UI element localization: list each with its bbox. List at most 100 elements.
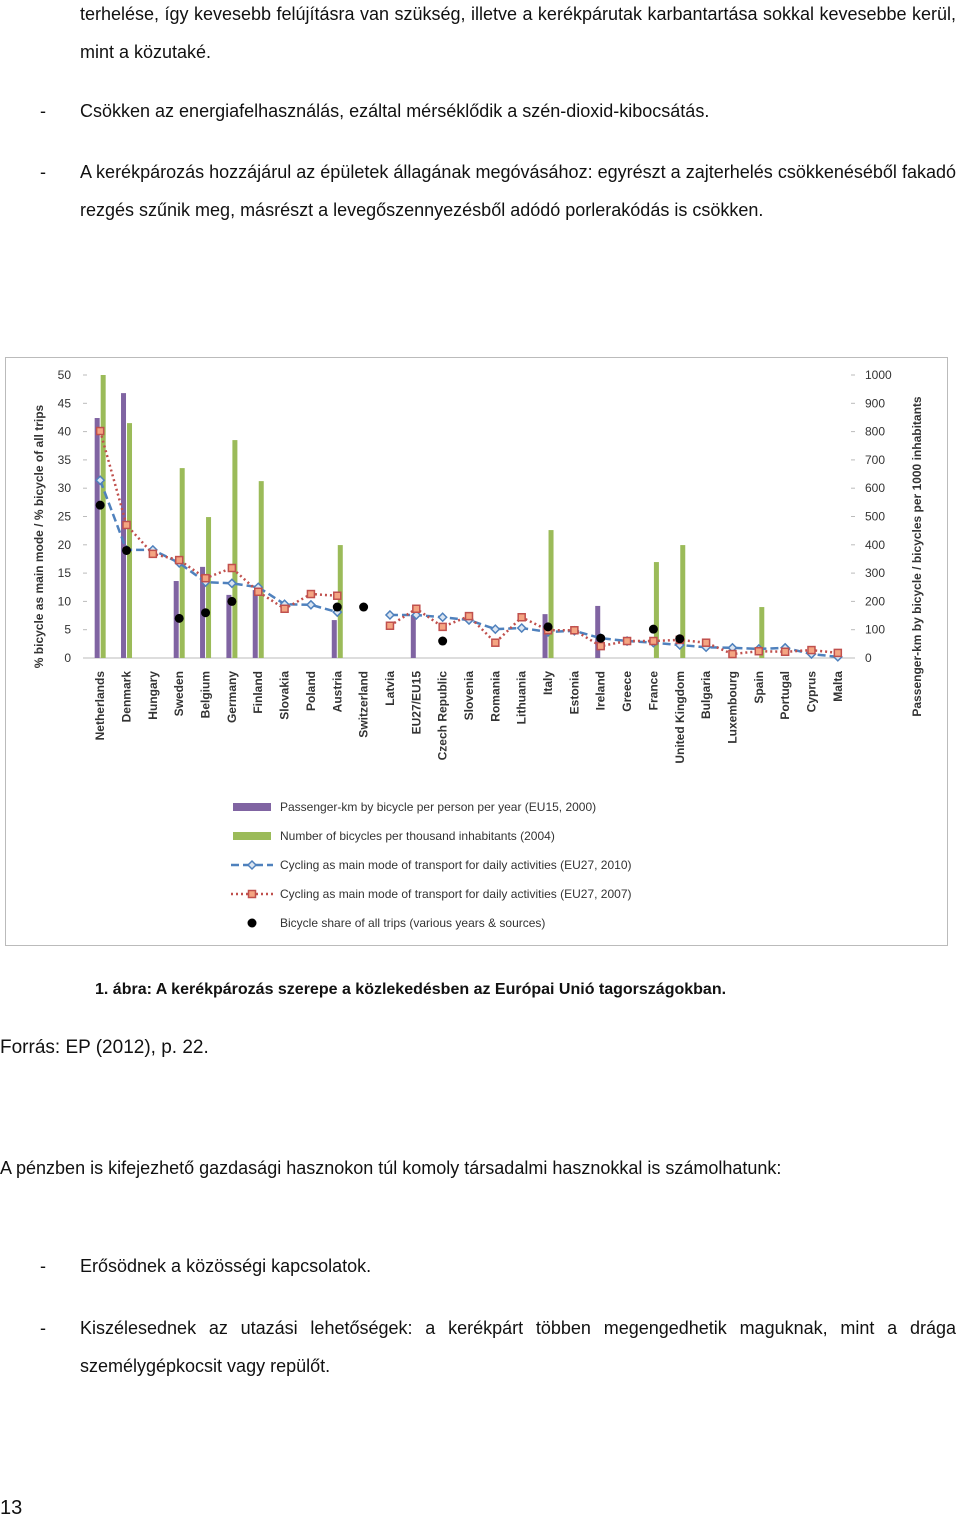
y-tick-label: 50 bbox=[58, 368, 72, 382]
point bbox=[174, 613, 184, 623]
x-tick-label: EU27/EU15 bbox=[409, 671, 423, 735]
x-tick-label: Italy bbox=[541, 671, 555, 695]
point bbox=[201, 608, 211, 618]
point bbox=[675, 634, 685, 644]
x-tick-label: Estonia bbox=[567, 671, 581, 715]
y2-axis-title: Passenger-km by bicycle / bicycles per 1… bbox=[910, 396, 924, 716]
x-tick-label: Latvia bbox=[383, 671, 397, 706]
y2-tick-label: 600 bbox=[865, 481, 885, 495]
x-tick-label: Hungary bbox=[146, 671, 160, 720]
x-tick-label: Greece bbox=[620, 671, 634, 712]
paragraph: A pénzben is kifejezhető gazdasági haszn… bbox=[0, 1158, 782, 1178]
line-marker bbox=[201, 573, 210, 583]
point bbox=[227, 596, 237, 606]
x-tick-label: Malta bbox=[831, 671, 845, 702]
line-marker bbox=[384, 609, 396, 621]
y2-tick-label: 800 bbox=[865, 425, 885, 439]
bar bbox=[206, 517, 212, 658]
line-marker bbox=[780, 647, 790, 657]
bar bbox=[548, 530, 554, 658]
point bbox=[332, 602, 342, 612]
y-tick-label: 15 bbox=[58, 566, 72, 580]
legend-label: Passenger-km by bicycle per person per y… bbox=[280, 800, 596, 814]
legend-label: Cycling as main mode of transport for da… bbox=[280, 858, 632, 872]
x-tick-label: Switzerland bbox=[357, 671, 371, 738]
bar bbox=[226, 594, 232, 658]
x-tick-label: Czech Republic bbox=[436, 671, 450, 761]
bar bbox=[252, 590, 258, 658]
bar bbox=[94, 418, 100, 658]
x-tick-label: Spain bbox=[752, 671, 766, 704]
x-tick-label: Denmark bbox=[120, 671, 134, 723]
y2-tick-label: 200 bbox=[865, 594, 885, 608]
line bbox=[98, 430, 838, 656]
line-marker bbox=[517, 612, 526, 622]
line-marker bbox=[122, 520, 131, 530]
x-tick-label: United Kingdom bbox=[673, 671, 687, 764]
bar bbox=[759, 607, 765, 658]
line-marker bbox=[807, 645, 816, 655]
y-tick-label: 40 bbox=[58, 425, 72, 439]
page-number: 13 bbox=[0, 1497, 23, 1519]
x-tick-label: Netherlands bbox=[93, 671, 107, 741]
point bbox=[122, 545, 132, 555]
bullet-text: Erősödnek a közösségi kapcsolatok. bbox=[80, 1256, 372, 1276]
line-marker bbox=[491, 638, 500, 647]
y-tick-label: 20 bbox=[58, 538, 72, 552]
bullet-marker: - bbox=[40, 1318, 46, 1338]
line-marker bbox=[412, 604, 421, 614]
x-tick-label: Lithuania bbox=[515, 671, 529, 725]
bar bbox=[595, 605, 601, 658]
bar bbox=[653, 562, 659, 658]
y2-tick-label: 300 bbox=[865, 566, 885, 580]
x-tick-label: Germany bbox=[225, 671, 239, 723]
line-marker bbox=[490, 624, 501, 635]
bullet-text: Csökken az energiafelhasználás, ezáltal … bbox=[80, 101, 710, 121]
y-tick-label: 10 bbox=[58, 594, 72, 608]
bar bbox=[337, 545, 343, 658]
legend-marker bbox=[246, 859, 258, 871]
bullet-text: A kerékpározás hozzájárul az épületek ál… bbox=[80, 162, 956, 220]
bar bbox=[680, 545, 686, 658]
x-tick-label: Bulgaria bbox=[699, 671, 713, 719]
line-marker bbox=[437, 612, 448, 623]
bullet-marker: - bbox=[40, 162, 46, 182]
bullet-marker: - bbox=[40, 1256, 46, 1276]
x-tick-label: Slovakia bbox=[278, 671, 292, 720]
legend-swatch bbox=[233, 803, 271, 811]
x-tick-label: Austria bbox=[330, 671, 344, 713]
line-marker bbox=[833, 648, 843, 658]
y-tick-label: 45 bbox=[58, 396, 72, 410]
x-tick-label: France bbox=[646, 671, 660, 711]
y2-tick-label: 400 bbox=[865, 538, 885, 552]
line-marker bbox=[754, 646, 764, 656]
bar bbox=[258, 481, 264, 658]
x-tick-label: Sweden bbox=[172, 671, 186, 716]
line-marker bbox=[227, 563, 237, 573]
x-tick-label: Poland bbox=[304, 671, 318, 711]
line-marker bbox=[95, 426, 105, 436]
line-marker bbox=[516, 622, 527, 634]
bar bbox=[100, 375, 106, 658]
legend-label: Number of bicycles per thousand inhabita… bbox=[280, 829, 555, 843]
x-tick-label: Cyprus bbox=[804, 671, 818, 713]
legend-label: Cycling as main mode of transport for da… bbox=[280, 887, 632, 901]
line-marker bbox=[385, 621, 395, 630]
y-tick-label: 0 bbox=[64, 651, 71, 665]
line-marker bbox=[333, 591, 342, 600]
line-marker bbox=[148, 549, 158, 559]
x-tick-label: Portugal bbox=[778, 671, 792, 720]
y2-tick-label: 700 bbox=[865, 453, 885, 467]
x-tick-label: Slovenia bbox=[462, 671, 476, 721]
line-marker bbox=[728, 649, 737, 659]
figure-caption: 1. ábra: A kerékpározás szerepe a közlek… bbox=[95, 981, 727, 998]
bar bbox=[127, 423, 133, 658]
line-marker bbox=[649, 636, 658, 646]
line-marker bbox=[701, 638, 711, 647]
line-marker bbox=[95, 475, 106, 486]
point bbox=[648, 624, 658, 634]
line-marker bbox=[464, 611, 474, 621]
chart: 0510152025303540455001002003004005006007… bbox=[5, 357, 948, 946]
point bbox=[95, 500, 105, 510]
line-marker bbox=[596, 641, 605, 651]
